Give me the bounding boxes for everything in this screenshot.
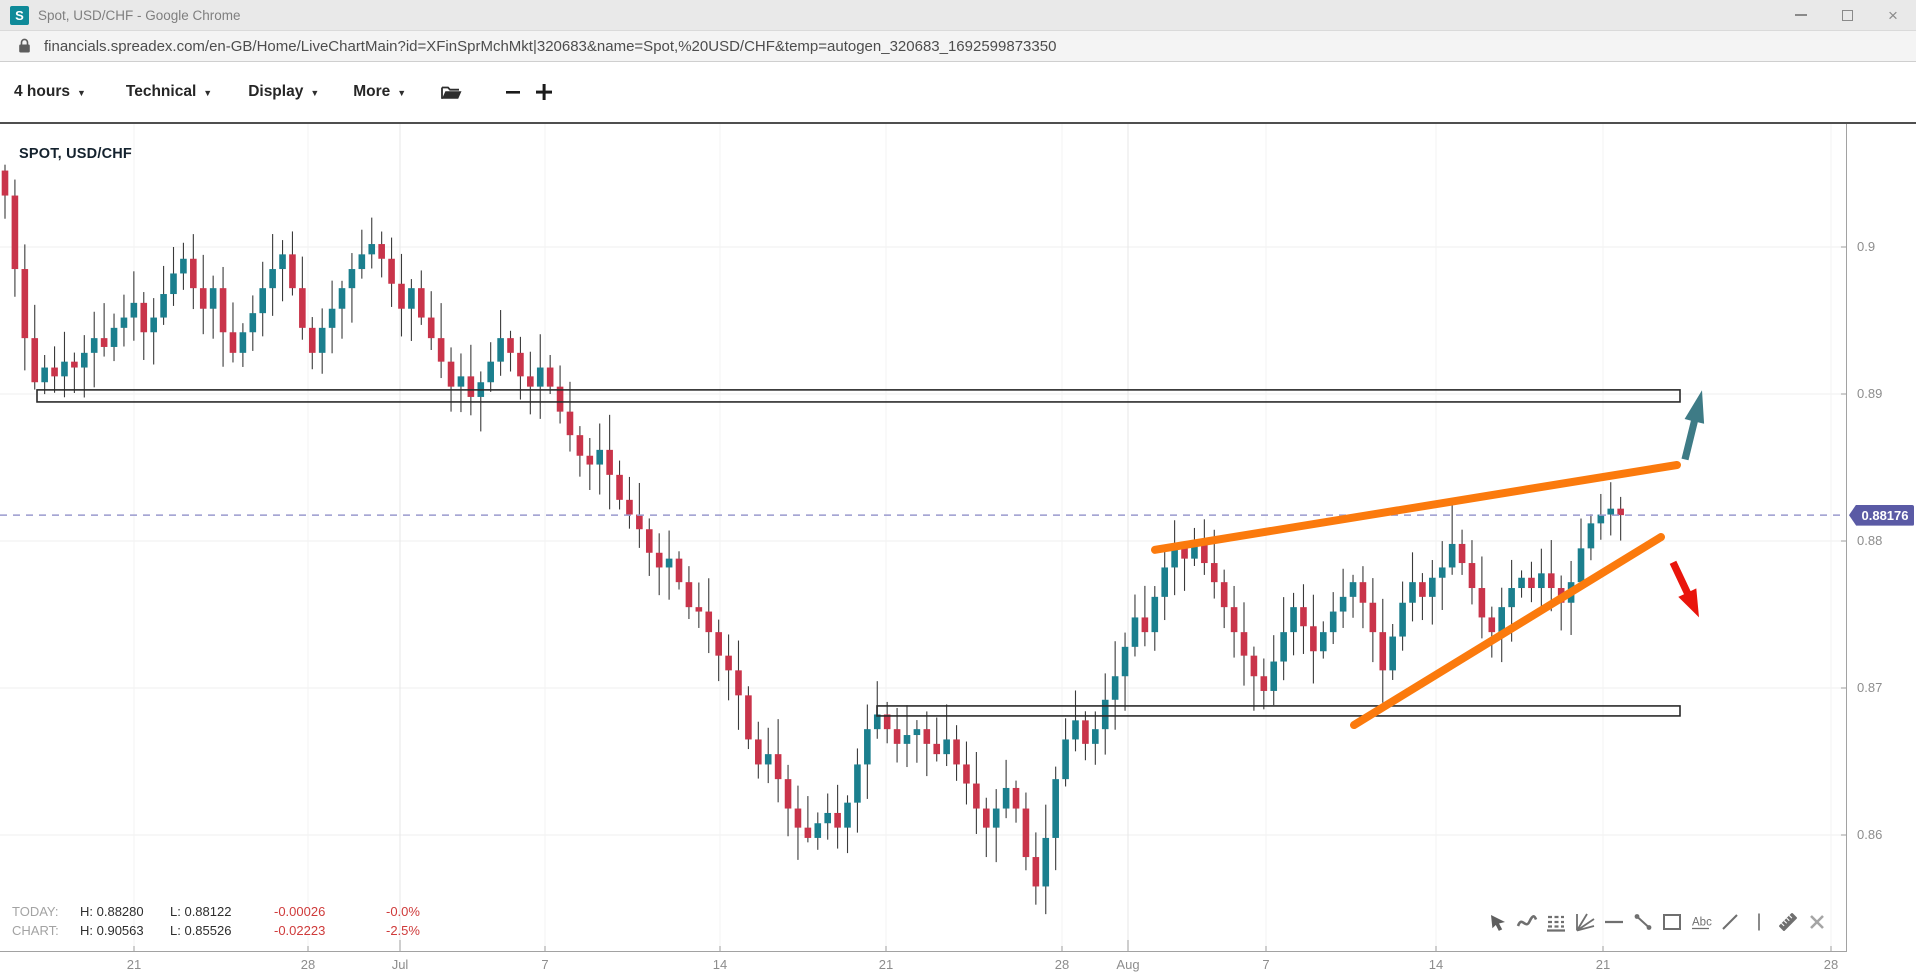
resistance-zone[interactable] xyxy=(36,389,1681,403)
chart-low: L: 0.85526 xyxy=(170,923,232,938)
today-low: L: 0.88122 xyxy=(170,904,232,919)
trend-segment-tool[interactable] xyxy=(1631,910,1655,934)
bullish-breakout-arrow[interactable] xyxy=(1681,390,1705,461)
price-stats: TODAY: H: 0.88280 L: 0.88122 -0.00026 -0… xyxy=(12,902,420,940)
minimize-button[interactable] xyxy=(1778,0,1824,30)
wedge-upper-trendline[interactable] xyxy=(1151,461,1681,554)
x-axis-label: 14 xyxy=(712,957,728,972)
chevron-down-icon: ▼ xyxy=(310,88,320,98)
x-axis-label: 7 xyxy=(541,957,549,972)
chart-label: CHART: xyxy=(12,923,59,938)
vertical-line-tool[interactable] xyxy=(1747,910,1771,934)
pointer-tool[interactable] xyxy=(1486,910,1510,934)
candles xyxy=(1,164,1624,915)
last-price-badge: 0.88176 xyxy=(1849,504,1914,526)
rectangle-tool[interactable] xyxy=(1660,910,1684,934)
display-menu-label: Display xyxy=(248,83,304,100)
more-menu[interactable]: More ▼ xyxy=(353,83,406,101)
y-axis-label: 0.89 xyxy=(1857,386,1883,401)
close-icon: × xyxy=(1888,5,1898,25)
horizontal-line-icon xyxy=(1605,920,1623,924)
chart-stats-row: CHART: H: 0.90563 L: 0.85526 -0.02223 -2… xyxy=(12,921,420,940)
vertical-line-icon xyxy=(1758,913,1760,931)
close-button[interactable]: × xyxy=(1870,0,1916,30)
timeframe-menu-label: 4 hours xyxy=(14,83,70,100)
fan-lines-icon xyxy=(1576,913,1595,932)
price-chart-canvas[interactable] xyxy=(0,124,1847,952)
diagonal-line-icon xyxy=(1722,914,1738,930)
y-axis-label: 0.9 xyxy=(1857,239,1876,254)
trend-segment-icon xyxy=(1634,914,1652,930)
open-folder-icon[interactable] xyxy=(440,83,463,102)
y-axis-label: 0.88 xyxy=(1857,533,1883,548)
svg-text:Abc: Abc xyxy=(1692,917,1712,929)
symbol-label: SPOT, USD/CHF xyxy=(19,146,132,162)
browser-title-bar: S Spot, USD/CHF - Google Chrome × xyxy=(0,0,1916,30)
ruler-icon xyxy=(1779,913,1797,931)
y-axis-label: 0.86 xyxy=(1857,827,1883,842)
x-axis-label: 28 xyxy=(1054,957,1070,972)
grid-tool[interactable] xyxy=(1544,910,1568,934)
today-change: -0.00026 xyxy=(274,904,326,919)
zoom-in-button[interactable] xyxy=(535,83,553,101)
spreadex-favicon: S xyxy=(10,5,29,25)
y-axis-label: 0.87 xyxy=(1857,680,1883,695)
gridlines xyxy=(0,124,1847,952)
chart-high: H: 0.90563 xyxy=(80,923,144,938)
diagonal-line-tool[interactable] xyxy=(1718,910,1742,934)
more-menu-label: More xyxy=(353,83,391,100)
today-label: TODAY: xyxy=(12,904,59,919)
wedge-lower-trendline[interactable] xyxy=(1350,533,1665,730)
zoom-out-button[interactable] xyxy=(505,84,521,100)
x-axis-label: Aug xyxy=(1116,957,1140,972)
x-axis-label: Jul xyxy=(391,957,409,972)
lock-icon xyxy=(18,38,31,54)
x-axis-label: 14 xyxy=(1428,957,1444,972)
address-bar[interactable]: financials.spreadex.com/en-GB/Home/LiveC… xyxy=(0,30,1916,62)
curve-tool[interactable] xyxy=(1515,910,1539,934)
drawing-toolbar: Abc xyxy=(1486,910,1829,934)
x-axis-label: 21 xyxy=(126,957,142,972)
chart-change: -0.02223 xyxy=(274,923,326,938)
x-axis-label: 28 xyxy=(1823,957,1839,972)
pointer-icon xyxy=(1491,915,1505,931)
timeframe-menu[interactable]: 4 hours ▼ xyxy=(14,83,86,101)
chevron-down-icon: ▼ xyxy=(76,88,86,98)
x-axis-label: 21 xyxy=(878,957,894,972)
text-icon: Abc xyxy=(1692,917,1712,930)
minimize-icon xyxy=(1795,14,1807,16)
horizontal-line-tool[interactable] xyxy=(1602,910,1626,934)
chevron-down-icon: ▼ xyxy=(397,88,407,98)
technical-menu[interactable]: Technical ▼ xyxy=(126,83,212,101)
grid-icon xyxy=(1547,915,1565,932)
text-tool[interactable]: Abc xyxy=(1689,910,1713,934)
chart-region: SPOT, USD/CHF 0.9 0.89 0.88 0.87 0.86 21 28 Ju… xyxy=(0,122,1916,976)
ruler-tool[interactable] xyxy=(1776,910,1800,934)
chart-toolbar: 4 hours ▼ Technical ▼ Display ▼ More ▼ xyxy=(0,62,1916,122)
x-axis-label: 7 xyxy=(1262,957,1270,972)
delete-icon xyxy=(1810,915,1824,929)
rectangle-icon xyxy=(1663,914,1681,930)
restore-icon xyxy=(1841,5,1856,21)
x-axis-label: 28 xyxy=(300,957,316,972)
x-axis-label: 21 xyxy=(1595,957,1611,972)
window-title: Spot, USD/CHF - Google Chrome xyxy=(38,7,241,23)
technical-menu-label: Technical xyxy=(125,83,197,100)
fan-lines-tool[interactable] xyxy=(1573,910,1597,934)
bearish-breakdown-arrow[interactable] xyxy=(1669,560,1699,618)
window-controls: × xyxy=(1778,0,1916,30)
chevron-down-icon: ▼ xyxy=(203,88,213,98)
display-menu[interactable]: Display ▼ xyxy=(248,83,319,101)
support-zone[interactable] xyxy=(876,705,1681,717)
delete-tool[interactable] xyxy=(1805,910,1829,934)
today-stats-row: TODAY: H: 0.88280 L: 0.88122 -0.00026 -0… xyxy=(12,902,420,921)
today-change-pct: -0.0% xyxy=(386,904,420,919)
restore-button[interactable] xyxy=(1824,0,1870,30)
url-text[interactable]: financials.spreadex.com/en-GB/Home/LiveC… xyxy=(44,37,1057,55)
curve-icon xyxy=(1516,915,1538,927)
today-high: H: 0.88280 xyxy=(80,904,144,919)
chart-change-pct: -2.5% xyxy=(386,923,420,938)
